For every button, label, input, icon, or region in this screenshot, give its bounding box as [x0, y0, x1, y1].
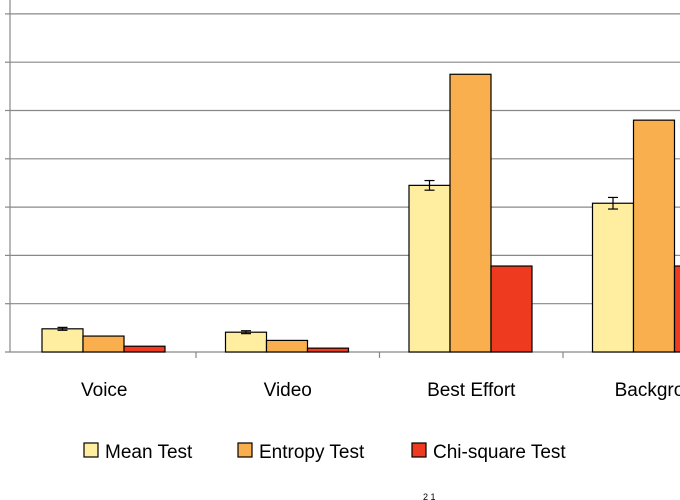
legend-item: Mean Test: [83, 442, 193, 463]
legend-swatch: [83, 442, 99, 458]
bar: [490, 265, 533, 353]
bar: [306, 347, 350, 353]
bar: [591, 202, 635, 353]
x-tick-label: Video: [264, 380, 312, 401]
x-tick-label: Best Effort: [427, 380, 516, 401]
error-bar: [241, 330, 251, 335]
error-bar: [424, 179, 435, 191]
bar: [632, 119, 676, 353]
legend-label: Chi-square Test: [433, 442, 566, 463]
x-tick-label: Backgrou: [615, 380, 680, 401]
bar: [224, 331, 268, 353]
legend-item: Entropy Test: [237, 442, 365, 463]
bars: [41, 73, 680, 353]
bar: [41, 328, 84, 353]
legend-label: Mean Test: [105, 442, 193, 463]
legend: Mean Test Entropy Test Chi-square Test: [83, 442, 566, 463]
bar: [673, 265, 680, 353]
bar: [265, 339, 309, 353]
error-bar: [57, 326, 68, 331]
legend-swatch: [237, 442, 253, 458]
gridlines: [10, 13, 680, 305]
stray-text: 2 1: [423, 492, 436, 500]
x-tick-label: Voice: [81, 380, 127, 401]
bar: [449, 73, 492, 353]
legend-swatch: [411, 442, 427, 458]
bar: [408, 184, 451, 353]
bar: [82, 335, 125, 353]
bar: [123, 345, 166, 353]
x-tick-labels: Voice Video Best Effort Backgrou: [81, 380, 680, 401]
error-bar: [608, 196, 618, 210]
legend-item: Chi-square Test: [411, 442, 566, 463]
legend-label: Entropy Test: [259, 442, 365, 463]
